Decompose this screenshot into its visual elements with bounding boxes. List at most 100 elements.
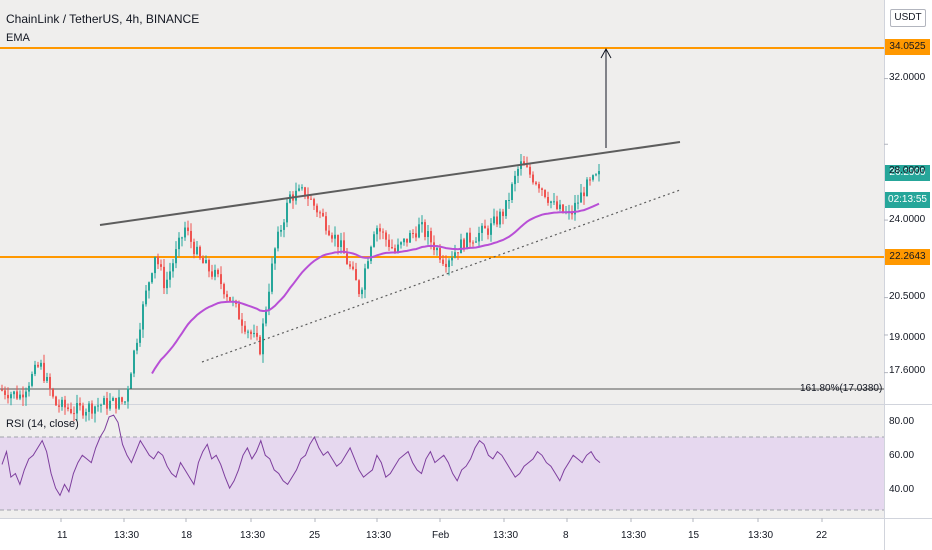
candle-body — [115, 397, 117, 409]
candle-body — [103, 398, 105, 405]
candle-body — [361, 289, 363, 295]
candle-body — [193, 241, 195, 255]
candle-body — [247, 331, 249, 333]
candle-body — [454, 252, 456, 258]
candle-body — [352, 266, 354, 270]
candle-body — [562, 204, 564, 213]
candle-body — [298, 188, 300, 191]
rsi-y-tick-label: 60.00 — [889, 450, 915, 461]
y-tick-label: 24.0000 — [889, 214, 926, 225]
candle-body — [328, 230, 330, 236]
x-tick-label: 22 — [816, 530, 828, 541]
currency-button[interactable]: USDT — [890, 9, 926, 27]
candle-body — [550, 201, 552, 203]
candle-body — [535, 182, 537, 185]
candle-body — [163, 266, 165, 289]
candle-body — [589, 179, 591, 181]
candle-body — [184, 227, 186, 238]
candle-body — [271, 263, 273, 292]
candle-body — [229, 297, 231, 302]
y-tick-label: 17.6000 — [889, 365, 926, 376]
candle-body — [577, 202, 579, 204]
candle-body — [337, 234, 339, 248]
candle-body — [196, 246, 198, 255]
candle-body — [418, 224, 420, 238]
candle-body — [88, 403, 90, 412]
candle-body — [223, 284, 225, 295]
candle-body — [499, 211, 501, 225]
candle-body — [346, 253, 348, 265]
candle-body — [250, 331, 252, 335]
candle-body — [187, 227, 189, 231]
candle-body — [22, 394, 24, 398]
candle-body — [391, 246, 393, 249]
x-tick-label: 13:30 — [493, 530, 519, 541]
symbol-title: ChainLink / TetherUS, 4h, BINANCE — [6, 12, 200, 26]
candle-body — [400, 242, 402, 245]
candle-body — [421, 222, 423, 225]
candle-body — [325, 216, 327, 231]
candle-body — [40, 362, 42, 367]
candle-body — [508, 199, 510, 201]
candle-body — [139, 329, 141, 343]
candle-body — [457, 252, 459, 254]
x-tick-label: 13:30 — [240, 530, 266, 541]
candle-body — [94, 406, 96, 414]
candle-body — [244, 325, 246, 332]
y-tick-label: 28.0000 — [889, 165, 926, 176]
candle-body — [511, 184, 513, 200]
candle-body — [334, 234, 336, 239]
candle-body — [394, 248, 396, 252]
ema-indicator-label[interactable]: EMA — [6, 32, 30, 44]
candle-body — [355, 269, 357, 281]
candle-body — [274, 248, 276, 264]
candle-body — [496, 216, 498, 225]
candle-body — [376, 228, 378, 235]
candle-body — [319, 212, 321, 214]
candle-body — [553, 201, 555, 203]
x-tick-label: 18 — [181, 530, 193, 541]
candle-body — [37, 364, 39, 367]
candle-body — [514, 175, 516, 185]
candle-body — [481, 225, 483, 233]
candle-body — [532, 174, 534, 183]
rsi-line — [1, 414, 601, 497]
candle-body — [127, 388, 129, 402]
candle-body — [280, 229, 282, 232]
candle-body — [538, 184, 540, 189]
candle-body — [262, 323, 264, 355]
candle-body — [523, 161, 525, 166]
candle-body — [541, 188, 543, 190]
candle-body — [475, 241, 477, 243]
x-tick-label: 13:30 — [366, 530, 392, 541]
candle-body — [73, 413, 75, 415]
candle-body — [82, 405, 84, 416]
main-pane-background — [0, 0, 884, 404]
rsi-indicator-label[interactable]: RSI (14, close) — [6, 418, 79, 430]
candle-body — [463, 239, 465, 250]
candle-body — [1, 389, 3, 391]
candle-body — [259, 336, 261, 355]
candle-body — [340, 240, 342, 248]
candle-body — [592, 175, 594, 180]
candle-body — [49, 376, 51, 390]
candle-body — [487, 228, 489, 235]
candle-body — [547, 196, 549, 203]
x-tick-label: 25 — [309, 530, 321, 541]
candle-body — [265, 309, 267, 324]
rsi-y-tick-label: 80.00 — [889, 416, 915, 427]
candle-body — [415, 233, 417, 238]
x-tick-label: 15 — [688, 530, 700, 541]
candle-body — [388, 239, 390, 247]
candle-body — [199, 246, 201, 259]
candle-body — [13, 391, 15, 395]
candle-body — [445, 263, 447, 268]
candle-body — [295, 190, 297, 201]
candle-body — [154, 256, 156, 274]
candle-body — [598, 171, 600, 175]
candle-body — [544, 189, 546, 197]
x-tick-label: 13:30 — [621, 530, 647, 541]
candle-body — [220, 274, 222, 285]
current-price-badge: 26.2909 — [885, 165, 930, 181]
